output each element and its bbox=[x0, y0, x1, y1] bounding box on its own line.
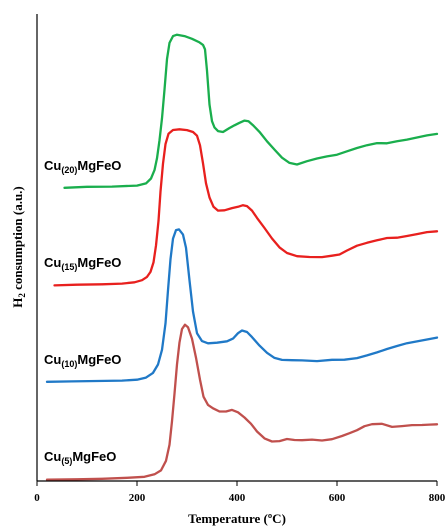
series-label-1: Cu(20)MgFeO bbox=[44, 158, 121, 175]
x-tick-label-0: 0 bbox=[34, 492, 40, 504]
x-tick-label-2: 400 bbox=[229, 492, 246, 504]
series-labels: Cu(20)MgFeO Cu(15)MgFeO Cu(10)MgFeO Cu(5)Mg… bbox=[44, 158, 121, 466]
y-axis-title-main: H bbox=[10, 298, 25, 308]
y-axis-title-sub: 2 bbox=[17, 293, 27, 298]
series-label-2: Cu(15)MgFeO bbox=[44, 255, 121, 272]
x-tick-label-4: 800 bbox=[429, 492, 446, 504]
y-axis-title: H2 consumption (a.u.) bbox=[10, 186, 27, 308]
x-tick-label-3: 600 bbox=[329, 492, 346, 504]
y-axis-title-rest: consumption (a.u.) bbox=[10, 186, 25, 293]
series-line-4 bbox=[45, 323, 439, 481]
series-label-3: Cu(10)MgFeO bbox=[44, 352, 121, 369]
x-tick-label-1: 200 bbox=[129, 492, 146, 504]
x-axis-ticks: 0 200 400 600 800 bbox=[34, 481, 446, 504]
series-label-4: Cu(5)MgFeO bbox=[44, 449, 116, 466]
x-axis-title: Temperature (ºC) bbox=[188, 511, 286, 526]
series-line-1 bbox=[63, 33, 439, 189]
series-line-2 bbox=[53, 128, 439, 287]
series-line-3 bbox=[45, 228, 439, 383]
plot-lines bbox=[45, 33, 439, 481]
